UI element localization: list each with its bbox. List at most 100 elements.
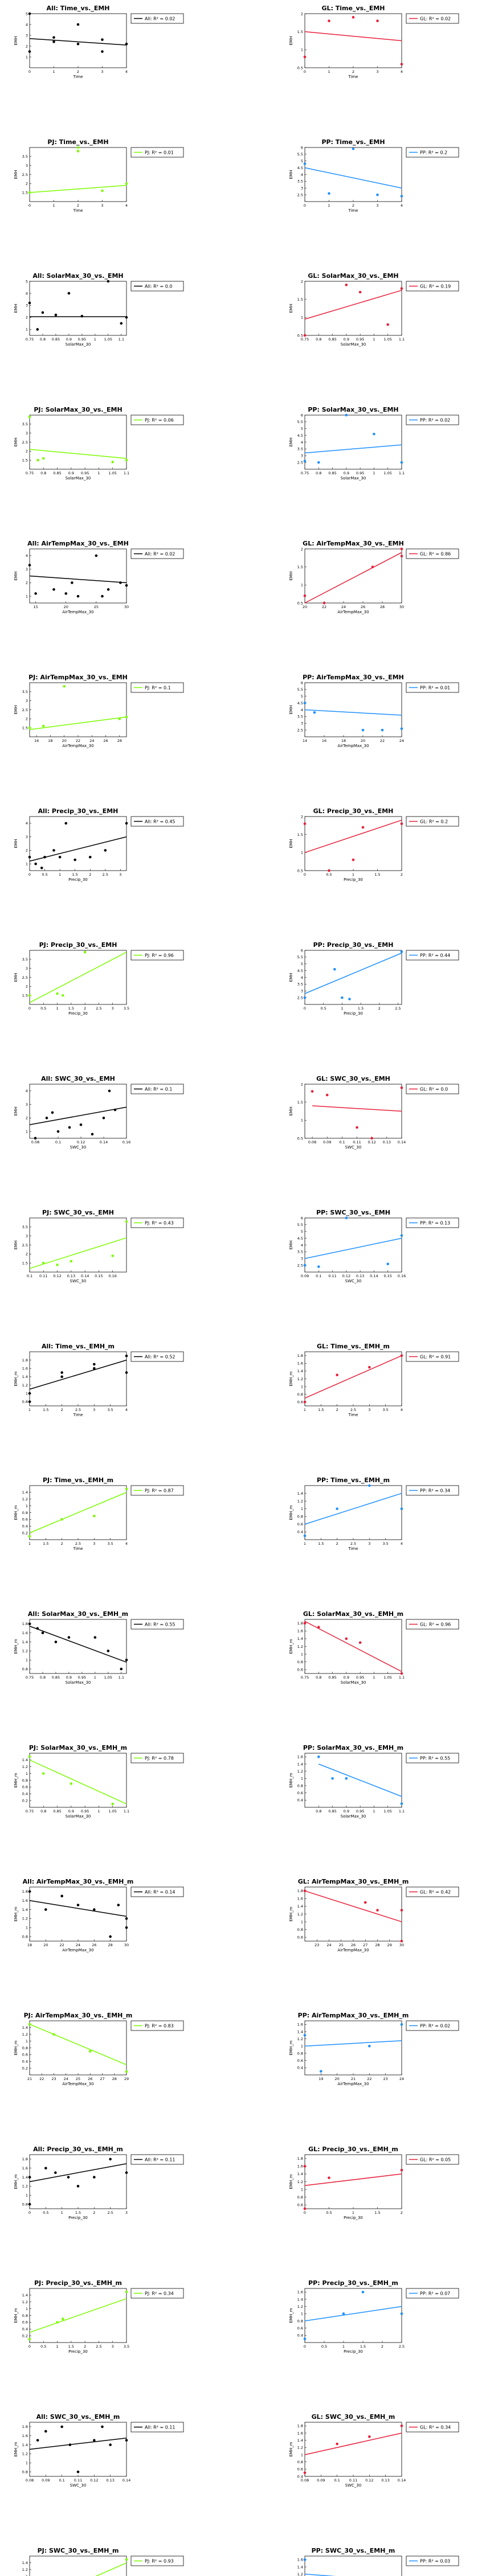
- panel-5: All: SolarMax_30_vs._EMH 0.75 0.8 0.85 0.9 0.…: [14, 272, 184, 347]
- panel-1: All: Time_vs._EMH 0 1 2 3 4 1 2 3 4 5 Time EMH All: R…: [14, 5, 184, 79]
- y-tick-label: 0.5: [297, 601, 303, 605]
- data-point: [125, 1917, 128, 1920]
- data-point: [36, 2439, 39, 2442]
- x-axis-label: SWC_30: [70, 1145, 87, 1150]
- panel-title: PP: SWC_30_vs._EMH_m: [312, 2547, 395, 2554]
- data-point: [358, 1641, 362, 1644]
- data-point: [333, 967, 336, 971]
- x-tick-label: 26: [92, 1943, 96, 1947]
- legend-box: [406, 682, 459, 693]
- y-tick-label: 0.8: [297, 1783, 303, 1788]
- x-tick-label: 24: [326, 1943, 331, 1947]
- x-tick-label: 0.75: [301, 471, 309, 475]
- data-point: [120, 322, 123, 325]
- data-point: [28, 2202, 31, 2206]
- y-tick-label: 0.8: [297, 1515, 303, 1519]
- data-point: [331, 1777, 334, 1780]
- legend-box: [406, 281, 459, 292]
- y-tick-label: 0.6: [297, 1791, 303, 1795]
- x-tick-label: 24: [76, 1943, 80, 1947]
- y-tick-label: 1.6: [297, 1629, 303, 1634]
- x-tick-label: 0.5: [321, 2344, 327, 2349]
- y-tick-label: 1.5: [22, 458, 28, 462]
- x-tick-label: 1.1: [124, 1809, 129, 1814]
- x-axis-label: AirTempMax_30: [62, 1948, 93, 1952]
- y-tick-label: 1: [26, 2461, 28, 2466]
- legend-label: PJ: R² = 0.43: [145, 1221, 174, 1226]
- x-tick-label: 22: [322, 605, 326, 609]
- data-point: [400, 2168, 403, 2172]
- y-tick-label: 0.4: [22, 2060, 28, 2064]
- data-point: [376, 1909, 379, 1912]
- y-tick-label: 6: [301, 413, 303, 417]
- data-point: [93, 1908, 96, 1911]
- y-tick-label: 1.2: [297, 2037, 303, 2041]
- data-point: [60, 2425, 63, 2429]
- legend-label: PJ: R² = 0.96: [145, 953, 174, 958]
- y-tick-label: 3: [26, 1234, 28, 1238]
- x-tick-label: 3: [112, 2344, 114, 2349]
- y-tick-label: 0.6: [22, 2320, 28, 2325]
- data-point: [336, 2442, 338, 2446]
- x-axis-label: Time: [348, 75, 358, 79]
- x-tick-label: 0.14: [122, 2478, 130, 2483]
- data-point: [76, 42, 80, 46]
- fit-line: [29, 575, 127, 584]
- y-tick-label: 1.2: [22, 2184, 28, 2189]
- y-tick-label: 3: [26, 567, 28, 572]
- data-point: [52, 849, 55, 852]
- data-point: [125, 2070, 128, 2073]
- x-tick-label: 1.5: [72, 872, 78, 877]
- y-tick-label: 2.5: [297, 1263, 303, 1268]
- data-point: [317, 1755, 320, 1758]
- y-tick-label: 1.5: [297, 565, 303, 569]
- y-tick-label: 2: [301, 279, 303, 284]
- fit-line: [304, 819, 402, 854]
- data-point: [91, 1133, 94, 1136]
- data-point: [400, 461, 403, 464]
- x-tick-label: 2: [336, 1408, 338, 1412]
- data-point: [101, 2425, 104, 2429]
- x-tick-label: 28: [112, 2077, 117, 2081]
- plot-frame: [304, 1084, 402, 1139]
- panel-7: PJ: SolarMax_30_vs._EMH 0.75 0.8 0.85 0.9 0.9…: [14, 406, 184, 481]
- y-tick-label: 3: [26, 699, 28, 703]
- x-tick-label: 0.1: [316, 1274, 321, 1278]
- x-tick-label: 24: [89, 739, 94, 743]
- plot-frame: [29, 2154, 127, 2209]
- data-point: [120, 1667, 123, 1671]
- y-tick-label: 1.4: [22, 1490, 28, 1495]
- data-point: [303, 822, 307, 825]
- x-tick-label: 0.13: [67, 1274, 75, 1278]
- legend-label: All: R² = 0.11: [145, 2425, 175, 2430]
- y-tick-label: 0.4: [22, 1524, 28, 1529]
- data-point: [107, 588, 110, 591]
- y-tick-label: 1.4: [22, 2025, 28, 2030]
- y-tick-label: 2.5: [297, 728, 303, 732]
- panel-title: All: Precip_30_vs._EMH_m: [33, 2146, 123, 2153]
- data-point: [400, 547, 403, 551]
- x-tick-label: 1: [56, 1006, 59, 1011]
- x-tick-label: 1: [304, 1408, 306, 1412]
- legend-label: PJ: R² = 0.93: [145, 2559, 174, 2564]
- y-tick-label: 1: [301, 851, 303, 855]
- x-tick-label: 0.8: [40, 471, 46, 475]
- x-axis-label: SolarMax_30: [341, 1680, 366, 1685]
- y-tick-label: 5.5: [297, 152, 303, 157]
- x-tick-label: 0.85: [328, 1675, 336, 1680]
- y-tick-label: 2.5: [297, 995, 303, 1000]
- data-point: [101, 594, 104, 598]
- x-tick-label: 0: [28, 872, 31, 877]
- legend-box: [130, 1753, 184, 1763]
- y-tick-label: 1.6: [297, 2290, 303, 2295]
- data-point: [88, 2050, 92, 2053]
- x-tick-label: 1: [341, 1006, 343, 1011]
- x-tick-label: 0.5: [321, 1006, 326, 1011]
- x-axis-label: Precip_30: [68, 1011, 88, 1016]
- panel-27: PJ: SolarMax_30_vs._EMH_m 0.75 0.8 0.85 0.9 0…: [14, 1744, 184, 1819]
- y-tick-label: 1.6: [297, 1361, 303, 1366]
- x-axis-label: Precip_30: [344, 2349, 363, 2354]
- x-tick-label: 20: [64, 605, 68, 609]
- x-tick-label: 2: [61, 1541, 63, 1546]
- y-tick-label: 0.4: [297, 2066, 303, 2070]
